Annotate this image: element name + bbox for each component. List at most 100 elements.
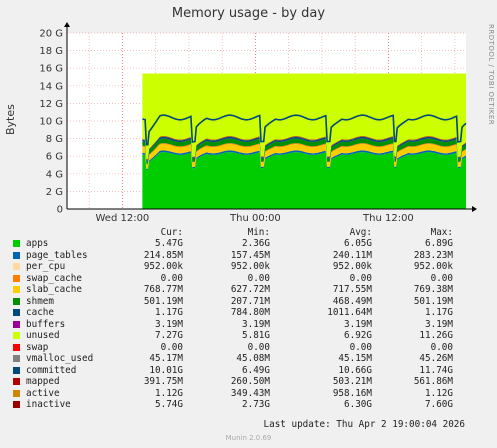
legend-item-inactive: inactive 5.74G 2.73G 6.30G 7.60G xyxy=(0,399,497,411)
legend-item-slab-cache: slab_cache 768.77M 627.72M 717.55M 769.38M xyxy=(0,284,497,296)
legend-max-value: 952.00k xyxy=(413,261,453,272)
legend-max-value: 0.00 xyxy=(430,341,453,353)
legend-cur-value: 0.00 xyxy=(160,341,183,353)
legend-max-value: 561.86M xyxy=(413,376,453,387)
legend-avg-value: 10.66G xyxy=(338,364,372,376)
legend-min-value: 349.43M xyxy=(230,387,270,399)
y-tick-label: 20 G xyxy=(39,29,63,40)
legend-cur-value: 0.00 xyxy=(160,272,183,284)
legend-name: buffers xyxy=(26,318,66,330)
stacked-areas xyxy=(142,73,466,209)
legend-min-value: 627.72M xyxy=(230,284,270,295)
legend-item-per-cpu: per_cpu 952.00k 952.00k 952.00k 952.00k xyxy=(0,261,497,273)
legend-avg-value: 1011.64M xyxy=(327,307,372,318)
legend-name: committed xyxy=(26,364,77,376)
legend-item-vmalloc-used: vmalloc_used 45.17M 45.08M 45.15M 45.26M xyxy=(0,353,497,365)
y-tick-label: 6 G xyxy=(46,152,63,163)
area-page-tables xyxy=(142,150,466,171)
legend-name: inactive xyxy=(26,399,71,410)
legend-min-value: 2.73G xyxy=(242,399,270,410)
legend-name: per_cpu xyxy=(26,261,66,272)
legend-cur-value: 214.85M xyxy=(143,249,183,261)
legend-cur-value: 5.74G xyxy=(155,399,183,410)
legend-cur-value: 1.17G xyxy=(155,307,183,318)
legend-item-mapped: mapped 391.75M 260.50M 503.21M 561.86M xyxy=(0,376,497,388)
y-tick-label: 18 G xyxy=(39,46,63,57)
area-apps xyxy=(142,152,466,209)
legend-item-buffers: buffers 3.19M 3.19M 3.19M 3.19M xyxy=(0,319,497,331)
legend-max-value: 1.17G xyxy=(425,307,453,318)
legend-item-unused: unused 7.27G 5.81G 6.92G 11.26G xyxy=(0,330,497,342)
legend-max-value: 3.19M xyxy=(425,318,453,330)
y-tick-labels: 0 2 G 4 G 6 G 8 G 10 G 12 G 14 G 16 G 18 G 20 G xyxy=(39,29,63,216)
legend-cur-value: 10.01G xyxy=(149,364,183,376)
legend-name: mapped xyxy=(26,376,60,387)
legend-cur-value: 3.19M xyxy=(155,318,183,330)
chart-title: Memory usage - by day xyxy=(171,6,326,21)
legend-swatch xyxy=(13,320,20,328)
y-tick-label: 0 xyxy=(57,205,63,216)
legend-swatch xyxy=(13,274,20,282)
legend-max-value: 1.12G xyxy=(425,387,453,399)
legend-cur-value: 7.27G xyxy=(155,330,183,341)
area-slab-cache xyxy=(142,144,466,169)
legend-avg-value: 3.19M xyxy=(344,318,372,330)
area-cache xyxy=(142,136,466,161)
series-lines xyxy=(142,114,467,146)
legend-name: vmalloc_used xyxy=(26,353,94,364)
legend-cur-value: 501.19M xyxy=(143,295,183,307)
legend-max-value: 0.00 xyxy=(430,272,453,284)
memory-chart: 0 2 G 4 G 6 G 8 G 10 G 12 G 14 G 16 G 18 G 20 G We… xyxy=(39,22,477,224)
legend-swatch xyxy=(13,263,20,270)
y-tick-label: 12 G xyxy=(39,99,63,110)
x-tick-label: Thu 12:00 xyxy=(362,213,414,224)
legend-swatch xyxy=(13,286,20,293)
legend-name: apps xyxy=(26,238,49,249)
legend-swatch xyxy=(13,343,20,351)
legend-item-cache: cache 1.17G 784.80M 1011.64M 1.17G xyxy=(0,307,497,319)
legend-max-value: 7.60G xyxy=(425,399,453,410)
legend-item-shmem: shmem 501.19M 207.71M 468.49M 501.19M xyxy=(0,296,497,308)
legend-item-swap: swap 0.00 0.00 0.00 0.00 xyxy=(0,342,497,354)
legend-min-value: 784.80M xyxy=(230,307,270,318)
x-tick-label: Wed 12:00 xyxy=(96,213,150,224)
legend-max-value: 11.74G xyxy=(419,364,453,376)
legend-min-value: 2.36G xyxy=(242,238,270,249)
legend-name: active xyxy=(26,387,60,399)
legend-max-value: 11.26G xyxy=(419,330,453,341)
col-head-cur: Cur: xyxy=(160,227,183,238)
legend-min-value: 5.81G xyxy=(242,330,270,341)
y-tick-label: 10 G xyxy=(39,117,63,128)
legend-avg-value: 958.16M xyxy=(332,387,372,399)
y-tick-label: 2 G xyxy=(46,187,63,198)
legend-item-active: active 1.12G 349.43M 958.16M 1.12G xyxy=(0,388,497,400)
legend-swatch xyxy=(13,355,20,362)
last-update: Last update: Thu Apr 2 19:00:04 2026 xyxy=(263,419,466,430)
legend-avg-value: 952.00k xyxy=(332,261,372,272)
legend-item-apps: apps 5.47G 2.36G 6.05G 6.89G xyxy=(0,238,497,250)
y-tick-label: 16 G xyxy=(39,64,63,75)
col-head-min: Min: xyxy=(247,227,270,238)
legend-swatch xyxy=(13,389,20,397)
legend-avg-value: 717.55M xyxy=(332,284,372,295)
legend-name: cache xyxy=(26,307,54,318)
legend-cur-value: 45.17M xyxy=(149,353,183,364)
legend-cur-value: 768.77M xyxy=(143,284,183,295)
col-head-max: Max: xyxy=(430,227,453,238)
y-tick-label: 8 G xyxy=(46,134,63,145)
y-axis-arrow xyxy=(64,22,70,27)
legend-max-value: 501.19M xyxy=(413,295,453,307)
axes xyxy=(64,22,477,212)
y-tick-label: 14 G xyxy=(39,81,63,92)
line-committed xyxy=(142,114,467,146)
legend-min-value: 0.00 xyxy=(247,341,270,353)
legend-min-value: 3.19M xyxy=(242,318,270,330)
legend-avg-value: 45.15M xyxy=(338,353,372,364)
legend-swatch xyxy=(13,309,20,316)
legend-min-value: 6.49G xyxy=(242,364,270,376)
x-axis-arrow xyxy=(472,206,477,212)
legend-avg-value: 6.30G xyxy=(344,399,372,410)
legend-avg-value: 468.49M xyxy=(332,295,372,307)
munin-version: Munin 2.0.69 xyxy=(225,434,272,442)
legend-swatch xyxy=(13,378,20,385)
